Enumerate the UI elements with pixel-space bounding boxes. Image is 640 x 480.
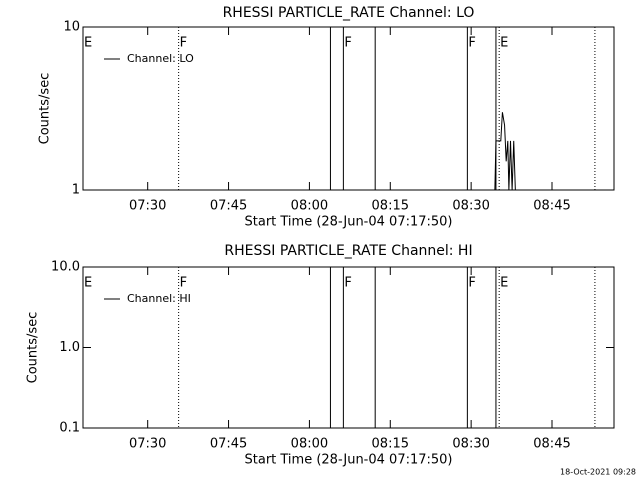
y-tick-label: 1.0 xyxy=(59,340,80,355)
flag-label: E xyxy=(84,36,92,51)
x-tick-label: 08:45 xyxy=(533,199,570,214)
x-tick-label: 07:45 xyxy=(210,437,247,452)
y-axis-label: Counts/sec xyxy=(26,312,41,384)
footer: 18-Oct-2021 09:28 xyxy=(560,468,636,477)
flag-label: F xyxy=(180,36,187,51)
y-tick-label: 0.1 xyxy=(59,421,80,436)
legend-label: Channel: LO xyxy=(127,52,194,65)
flag-label: F xyxy=(180,276,187,291)
flag-label: F xyxy=(468,276,475,291)
x-tick-label: 08:30 xyxy=(452,199,489,214)
flag-label: F xyxy=(344,36,351,51)
x-tick-label: 07:30 xyxy=(129,199,166,214)
legend-label: Channel: HI xyxy=(127,292,191,305)
x-axis-label: Start Time (28-Jun-04 07:17:50) xyxy=(245,453,453,468)
plot-frame xyxy=(82,26,615,191)
x-tick-label: 08:00 xyxy=(291,199,328,214)
flag-label: F xyxy=(344,276,351,291)
flag-label: E xyxy=(500,36,508,51)
x-tick-label: 08:15 xyxy=(372,199,409,214)
chart-title: RHESSI PARTICLE_RATE Channel: LO xyxy=(223,5,475,21)
flag-label: F xyxy=(468,36,475,51)
data-line xyxy=(494,112,517,191)
flag-label: E xyxy=(84,276,92,291)
x-tick-label: 07:30 xyxy=(129,437,166,452)
y-tick-label: 10.0 xyxy=(51,260,80,275)
x-tick-label: 08:45 xyxy=(533,437,570,452)
x-tick-label: 08:15 xyxy=(372,437,409,452)
x-axis-label: Start Time (28-Jun-04 07:17:50) xyxy=(245,215,453,230)
chart-title: RHESSI PARTICLE_RATE Channel: HI xyxy=(224,243,472,259)
flag-label: E xyxy=(500,276,508,291)
y-tick-label: 1 xyxy=(72,183,80,198)
x-tick-label: 08:30 xyxy=(452,437,489,452)
x-tick-label: 08:00 xyxy=(291,437,328,452)
y-axis-label: Counts/sec xyxy=(38,73,53,145)
y-tick-label: 10 xyxy=(63,20,80,35)
x-tick-label: 07:45 xyxy=(210,199,247,214)
